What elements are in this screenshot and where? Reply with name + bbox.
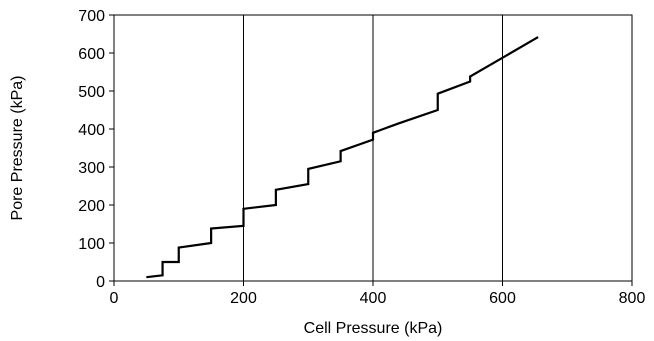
x-tick-labels: 0 200 400 600 800 (110, 290, 646, 307)
y-tick-label: 300 (78, 160, 105, 177)
x-tick-label: 600 (489, 290, 516, 307)
data-line (146, 36, 539, 279)
y-tick-label: 0 (96, 274, 105, 291)
x-axis-label: Cell Pressure (kPa) (304, 320, 443, 337)
x-tick-label: 400 (360, 290, 387, 307)
y-tick-label: 600 (78, 46, 105, 63)
y-tick-label: 200 (78, 198, 105, 215)
y-tick-label: 100 (78, 236, 105, 253)
x-tick-label: 200 (230, 290, 257, 307)
grid-lines (243, 15, 503, 281)
y-tick-label: 700 (78, 8, 105, 25)
y-tick-label: 400 (78, 122, 105, 139)
y-axis-label: Pore Pressure (kPa) (9, 76, 26, 221)
y-tick-labels: 0 100 200 300 400 500 600 700 (78, 8, 105, 291)
y-tick-label: 500 (78, 84, 105, 101)
x-tick-label: 0 (110, 290, 119, 307)
x-tick-label: 800 (619, 290, 646, 307)
axis-ticks (109, 14, 633, 286)
series-group (146, 36, 539, 279)
